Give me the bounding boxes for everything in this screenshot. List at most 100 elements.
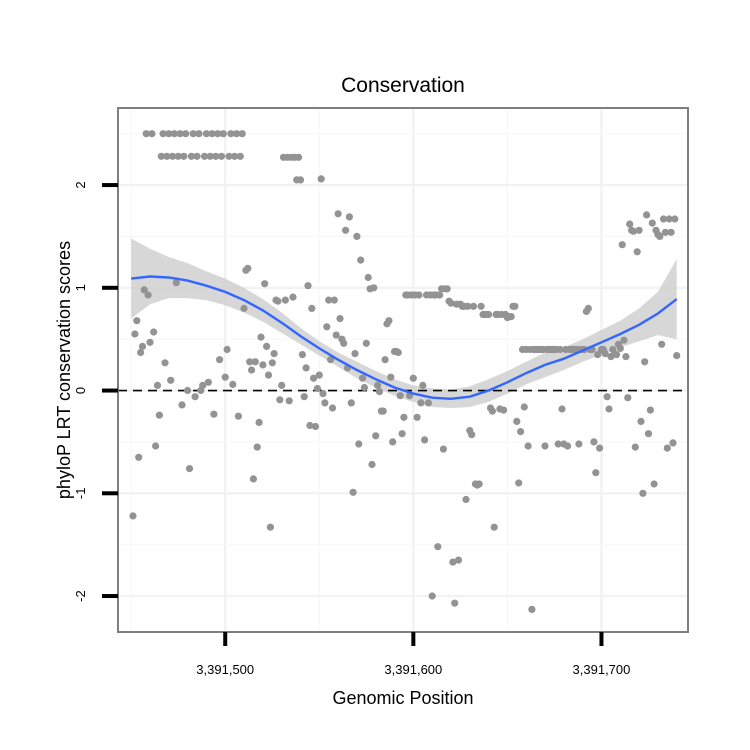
data-point xyxy=(477,302,485,310)
data-point xyxy=(643,211,651,219)
data-point xyxy=(202,130,210,138)
data-point xyxy=(317,175,325,183)
data-point xyxy=(451,599,459,607)
data-point xyxy=(650,480,658,488)
data-point xyxy=(169,152,177,160)
data-point xyxy=(182,130,190,138)
smooth-line-layer xyxy=(131,275,678,401)
data-point xyxy=(315,371,323,379)
data-points xyxy=(129,130,681,614)
data-point xyxy=(374,381,382,389)
data-point xyxy=(671,215,679,223)
data-point xyxy=(389,438,397,446)
data-point xyxy=(513,417,521,425)
data-point xyxy=(133,317,141,325)
data-point xyxy=(325,296,333,304)
data-point xyxy=(217,152,226,160)
x-tick-label: 3,391,600 xyxy=(384,662,442,677)
data-point xyxy=(419,381,427,389)
data-point xyxy=(368,460,376,469)
data-point xyxy=(353,232,361,240)
data-point xyxy=(449,558,457,566)
data-point xyxy=(311,422,320,431)
data-point xyxy=(263,342,271,350)
data-point xyxy=(612,351,621,359)
data-point xyxy=(667,228,675,236)
data-point xyxy=(646,406,655,414)
data-point xyxy=(206,152,214,160)
data-point xyxy=(464,302,472,310)
data-point xyxy=(637,417,645,425)
data-point xyxy=(359,374,367,382)
y-tick-label: 1 xyxy=(73,284,88,291)
data-point xyxy=(520,403,528,411)
data-point xyxy=(673,352,681,360)
data-point xyxy=(375,388,384,396)
data-point xyxy=(590,438,598,446)
data-point xyxy=(140,286,148,294)
data-point xyxy=(332,331,340,339)
data-point xyxy=(413,413,421,421)
data-point xyxy=(620,336,628,344)
data-point xyxy=(387,373,395,381)
data-point xyxy=(417,399,425,407)
data-point xyxy=(208,130,216,138)
data-point xyxy=(264,371,273,379)
data-point xyxy=(223,345,231,354)
data-point xyxy=(129,512,137,520)
data-point xyxy=(394,348,402,357)
data-point xyxy=(629,227,638,235)
data-point xyxy=(313,384,321,393)
data-point xyxy=(238,130,246,138)
data-point xyxy=(251,358,259,366)
data-point xyxy=(319,390,327,398)
data-point xyxy=(622,353,630,361)
data-point xyxy=(656,232,664,240)
data-point xyxy=(187,152,195,160)
data-point xyxy=(138,342,147,350)
data-point xyxy=(174,152,182,160)
data-point xyxy=(300,393,308,401)
x-tick-label: 3,391,500 xyxy=(196,662,254,677)
data-point xyxy=(659,215,668,223)
data-point xyxy=(360,383,368,392)
data-point xyxy=(500,406,508,414)
y-tick-label: -2 xyxy=(73,590,88,602)
data-point xyxy=(592,469,600,477)
data-point xyxy=(603,393,611,401)
data-point xyxy=(626,220,634,228)
data-point xyxy=(281,296,289,304)
data-point xyxy=(635,226,643,234)
data-point xyxy=(381,356,389,364)
data-point xyxy=(170,130,178,138)
data-point xyxy=(330,296,338,304)
data-point xyxy=(554,440,562,448)
data-point xyxy=(528,605,536,614)
data-point xyxy=(295,153,303,161)
data-point xyxy=(199,381,207,389)
data-point xyxy=(618,241,626,249)
data-point xyxy=(249,475,257,483)
data-point xyxy=(189,130,197,138)
data-point xyxy=(244,264,252,272)
data-point xyxy=(150,328,158,336)
data-point xyxy=(616,344,624,352)
data-point xyxy=(439,445,447,453)
data-point xyxy=(278,381,286,389)
data-point xyxy=(304,282,312,290)
data-point xyxy=(310,374,318,382)
data-point xyxy=(641,358,649,366)
data-point xyxy=(400,413,408,421)
data-point xyxy=(658,340,666,348)
data-point xyxy=(259,361,267,369)
data-point xyxy=(669,439,677,447)
data-point xyxy=(633,248,641,256)
data-point xyxy=(253,443,261,451)
data-point xyxy=(321,399,329,407)
data-point xyxy=(232,130,241,138)
y-axis-label: phyloP LRT conservation scores xyxy=(54,241,74,499)
data-point xyxy=(349,488,357,496)
data-point xyxy=(308,304,316,312)
data-point xyxy=(511,302,519,310)
data-point xyxy=(665,215,673,223)
